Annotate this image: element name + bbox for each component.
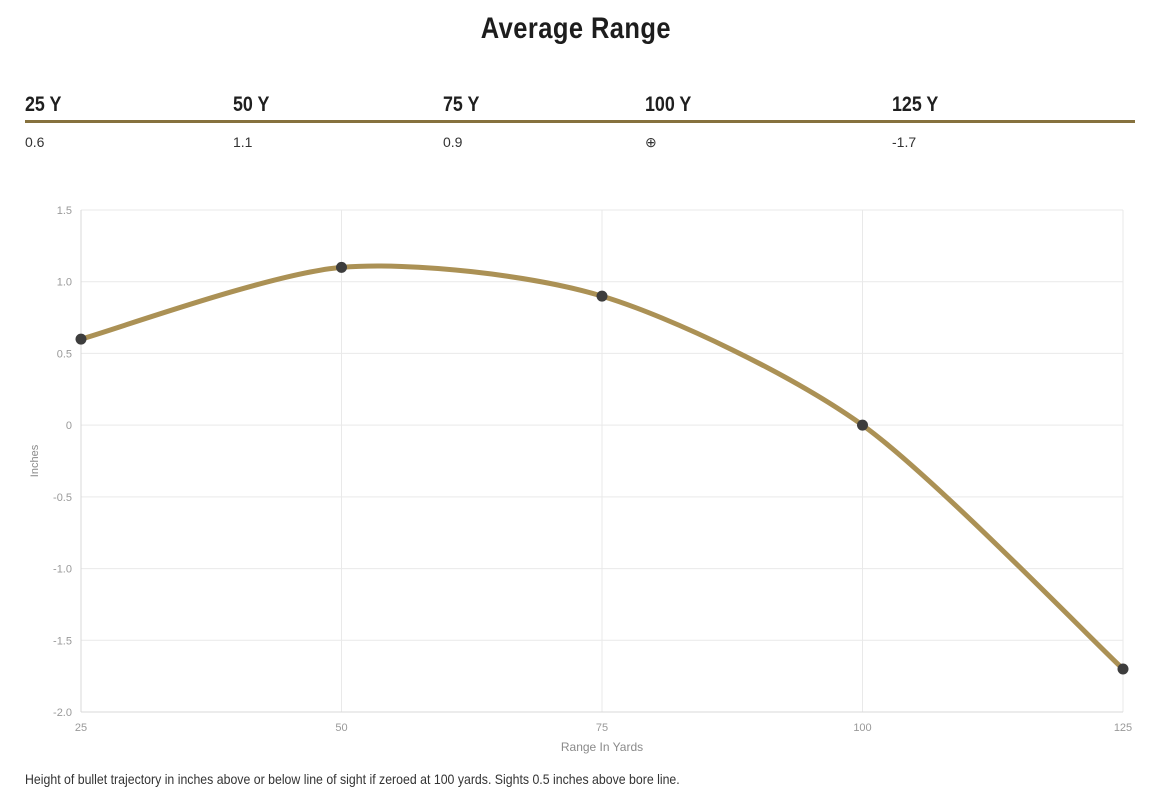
trajectory-chart: 1.5 1.0 0.5 0 -0.5 -1.0 -1.5 -2.0 25 50 75 100 125 In…	[0, 195, 1151, 765]
page-title-wrap: Average Range	[0, 12, 1151, 46]
y-axis-title: Inches	[29, 444, 41, 477]
range-header-50y: 50 Y	[233, 93, 270, 116]
range-value-125y: -1.7	[892, 134, 917, 150]
range-value-75y: 0.9	[443, 134, 463, 150]
range-table-value-row: 0.6 1.1 0.9 ⊕ -1.7	[0, 134, 1151, 158]
data-point[interactable]: 25, 0.6	[75, 333, 87, 345]
y-tick-label: -2.0	[53, 707, 72, 719]
y-tick-label: 0.5	[57, 348, 72, 360]
x-tick-label: 75	[596, 722, 608, 734]
trajectory-line	[78, 263, 1126, 672]
range-header-125y: 125 Y	[892, 93, 939, 116]
y-tick-label: 0	[66, 420, 72, 432]
trajectory-chart-svg: 1.5 1.0 0.5 0 -0.5 -1.0 -1.5 -2.025 50 75 100 125 In…	[29, 205, 1132, 754]
x-tick-label: 125	[1114, 722, 1132, 734]
y-tick-label: 1.5	[57, 205, 72, 217]
x-tick-label: 50	[335, 722, 347, 734]
range-value-25y: 0.6	[25, 134, 45, 150]
range-header-25y: 25 Y	[25, 93, 62, 116]
chart-footnote: Height of bullet trajectory in inches ab…	[25, 771, 680, 787]
data-point[interactable]: 125, -1.7	[1117, 663, 1129, 675]
header-divider	[25, 120, 1135, 123]
x-tick-label: 25	[75, 722, 87, 734]
range-table-header-row: 25 Y 50 Y 75 Y 100 Y 125 Y	[0, 93, 1151, 117]
range-header-75y: 75 Y	[443, 93, 480, 116]
page-title: Average Range	[480, 12, 671, 45]
x-axis-title: Range In Yards	[561, 740, 643, 754]
range-value-50y: 1.1	[233, 134, 253, 150]
y-tick-label: -1.5	[53, 635, 72, 647]
x-tick-label: 100	[853, 722, 871, 734]
data-point[interactable]: 50, 1.1	[336, 261, 347, 273]
y-tick-label: -0.5	[53, 492, 72, 504]
y-tick-label: -1.0	[53, 564, 72, 576]
range-value-100y zero-crosshair-icon: ⊕	[645, 134, 657, 150]
data-point[interactable]: 75, 0.9	[596, 290, 608, 302]
y-tick-label: 1.0	[57, 277, 72, 289]
range-header-100y: 100 Y	[645, 93, 692, 116]
data-point[interactable]: 100, 0	[857, 419, 868, 431]
